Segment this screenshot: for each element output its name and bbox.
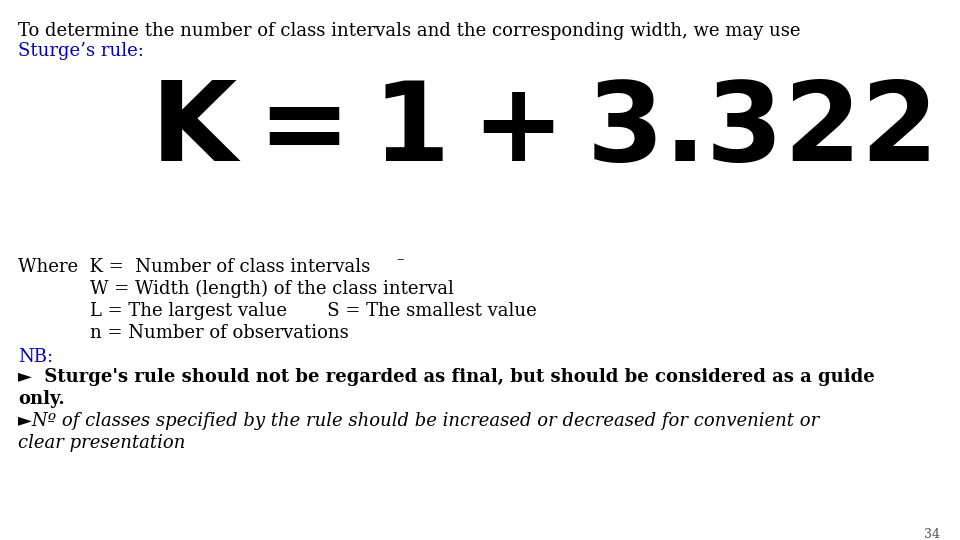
Text: clear presentation: clear presentation [18,434,185,452]
Text: only.: only. [18,390,64,408]
Text: ►  Sturge's rule should not be regarded as final, but should be considered as a : ► Sturge's rule should not be regarded a… [18,368,875,386]
Text: n = Number of observations: n = Number of observations [90,324,348,342]
Text: NB:: NB: [18,348,53,366]
Text: 34: 34 [924,528,940,540]
Text: Sturge’s rule:: Sturge’s rule: [18,42,144,60]
Text: Where  K =  Number of class intervals: Where K = Number of class intervals [18,258,371,276]
Text: –: – [396,252,403,266]
Text: $\mathbf{K = 1 + 3.322\,log\,n}$: $\mathbf{K = 1 + 3.322\,log\,n}$ [150,75,960,187]
Text: To determine the number of class intervals and the corresponding width, we may u: To determine the number of class interva… [18,22,801,40]
Text: W = Width (length) of the class interval: W = Width (length) of the class interval [90,280,454,298]
Text: ►Νº of classes specified by the rule should be increased or decreased for conven: ►Νº of classes specified by the rule sho… [18,412,819,430]
Text: L = The largest value       S = The smallest value: L = The largest value S = The smallest v… [90,302,537,320]
